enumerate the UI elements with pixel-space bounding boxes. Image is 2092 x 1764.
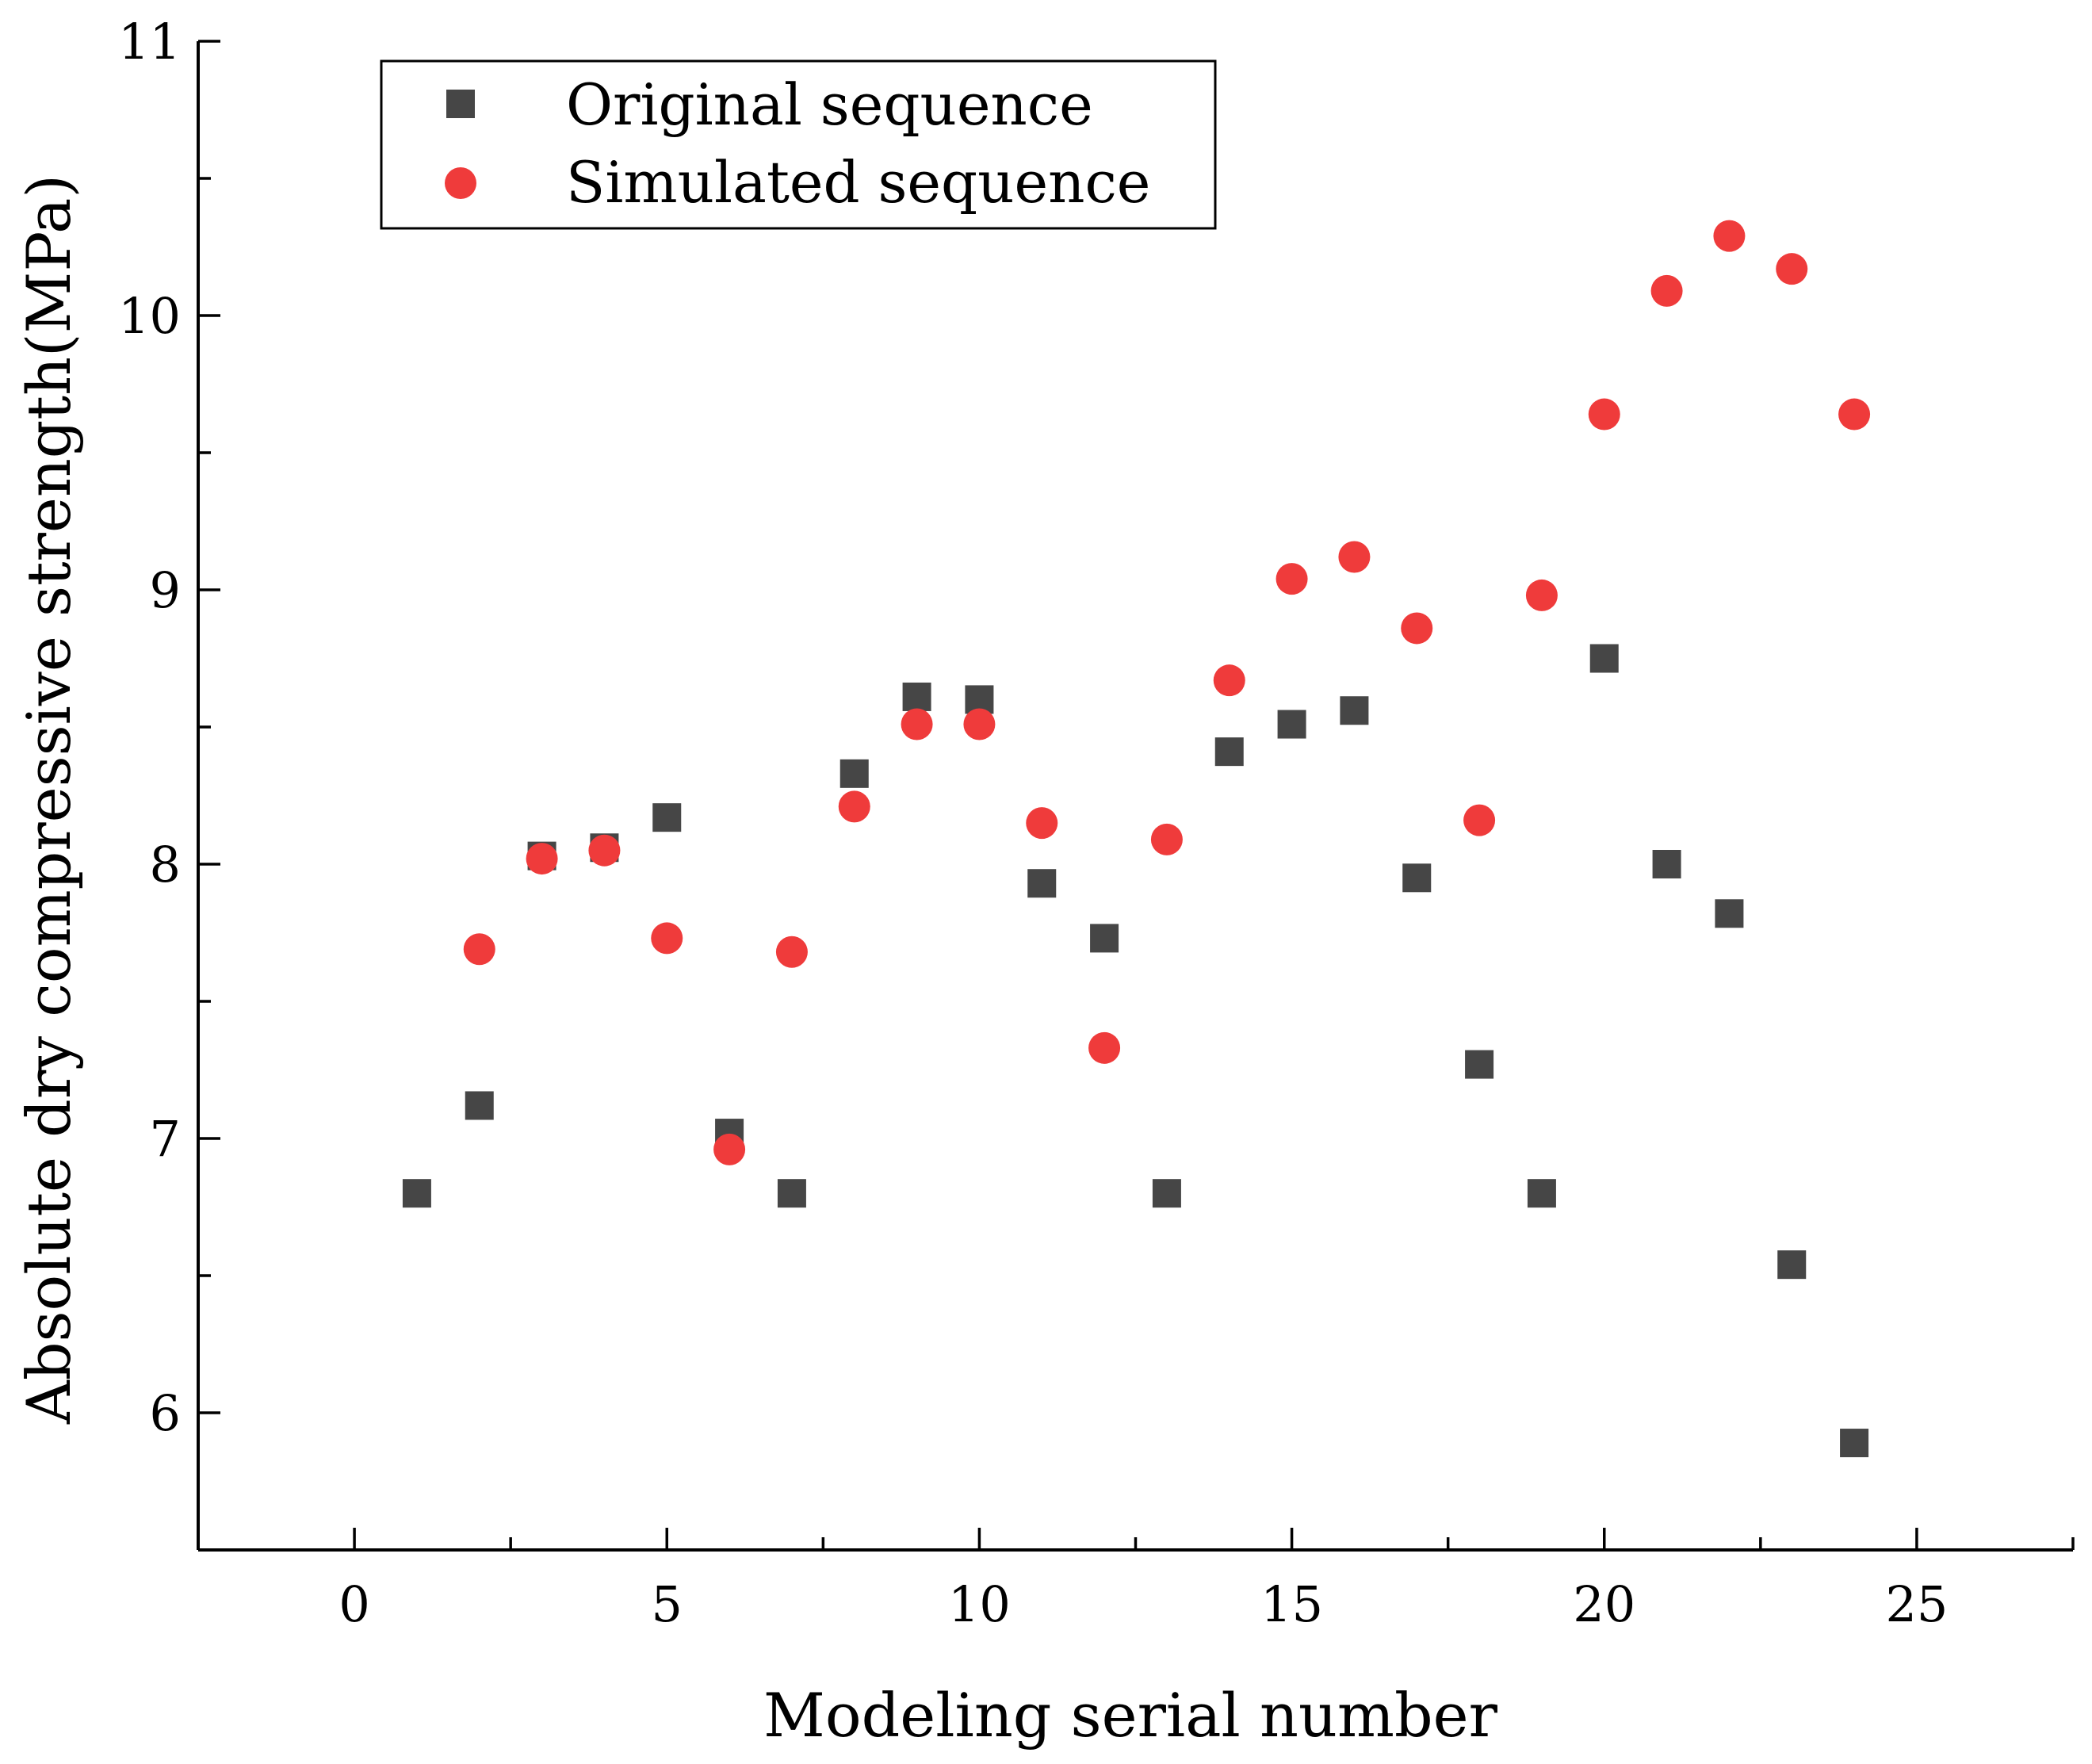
point-original [402,1179,431,1208]
point-original [1777,1250,1807,1280]
point-original [652,803,682,832]
x-tick-label: 0 [338,1575,369,1633]
x-tick-label: 10 [948,1575,1011,1633]
tick-marks [197,40,2075,1552]
point-original [1715,899,1744,928]
x-tick-label: 15 [1260,1575,1323,1633]
y-tick-label: 6 [150,1384,181,1442]
point-simulated [1213,664,1245,697]
data-points [402,220,1871,1458]
y-axis-title: Absolute dry compressive strength(MPa) [13,174,84,1425]
point-original [1652,850,1681,878]
point-original [1589,644,1619,673]
y-tick-label: 7 [150,1110,181,1168]
point-simulated [651,922,683,955]
point-simulated [1275,563,1308,595]
y-tick-label: 9 [150,561,181,619]
point-original [1277,710,1306,739]
point-original [839,759,869,788]
point-simulated [1026,807,1058,840]
x-tick-label: 5 [652,1575,683,1633]
legend-label-simulated: Simulated sequence [566,149,1150,216]
point-original [1402,863,1432,893]
point-simulated [901,708,933,740]
point-simulated [1525,579,1558,611]
legend-label-original: Original sequence [566,71,1093,138]
point-original [1527,1179,1556,1208]
y-tick-label: 8 [150,836,181,893]
point-simulated [588,834,621,867]
point-original [1027,869,1057,898]
point-simulated [963,708,996,740]
point-original [1214,737,1244,767]
point-original [1840,1429,1869,1458]
x-axis-title: Modeling serial number [763,1680,1498,1751]
point-original [1340,696,1369,725]
y-tick-label: 11 [118,13,181,71]
legend-marker-simulated [445,167,476,199]
point-simulated [1463,804,1496,836]
x-tick-label: 20 [1573,1575,1635,1633]
point-simulated [1150,823,1183,855]
point-original [777,1179,806,1208]
point-simulated [838,790,870,823]
legend-box [380,59,1217,230]
point-simulated [1776,253,1808,285]
point-simulated [713,1133,746,1165]
legend: Original sequence Simulated sequence [380,59,1217,230]
y-tick-label: 10 [118,287,181,345]
point-simulated [463,933,495,966]
point-simulated [1650,274,1683,307]
point-simulated [1338,541,1371,573]
point-original [1090,924,1119,953]
point-original [1465,1050,1494,1079]
x-tick-label: 25 [1885,1575,1948,1633]
tick-labels: 0 5 10 15 20 25 6 7 8 9 10 11 [118,13,1948,1633]
point-simulated [1088,1031,1121,1064]
point-simulated [1588,398,1620,430]
point-simulated [1838,398,1871,430]
point-simulated [1713,220,1746,252]
point-original [465,1091,494,1120]
point-original [1152,1179,1181,1208]
point-simulated [1401,612,1433,645]
point-simulated [775,936,808,968]
point-simulated [526,843,558,875]
point-original [902,682,931,711]
legend-marker-original [446,90,475,118]
